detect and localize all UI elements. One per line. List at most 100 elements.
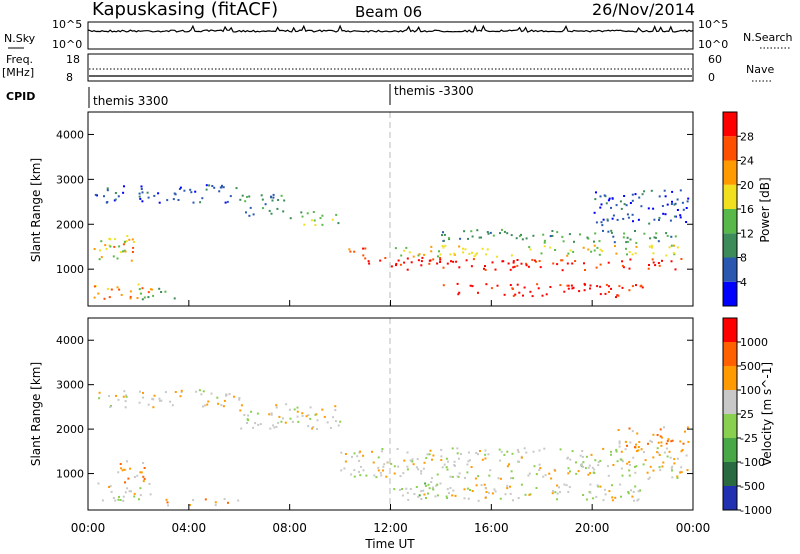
heatmap-cell [219,186,222,189]
heatmap-cell [141,287,144,290]
heatmap-cell [441,244,444,247]
heatmap-cell [563,483,566,486]
heatmap-cell [682,208,685,211]
heatmap-cell [109,485,112,488]
heatmap-cell [623,232,626,235]
heatmap-cell [632,456,635,459]
heatmap-cell [211,185,214,187]
heatmap-cell [618,285,621,288]
heatmap-cell [381,448,384,450]
heatmap-cell [106,287,109,290]
heatmap-cell [477,291,479,294]
heatmap-cell [445,457,448,460]
heatmap-cell [462,247,464,250]
heatmap-cell [509,492,512,495]
colorbar-tick-label: 25 [740,408,754,421]
heatmap-cell [296,410,299,413]
heatmap-cell [636,432,639,435]
heatmap-cell [665,232,668,235]
heatmap-cell [540,252,543,255]
heatmap-cell [635,241,638,244]
heatmap-cell [429,449,432,452]
heatmap-cell [126,460,128,463]
heatmap-cell [561,259,564,262]
heatmap-cell [167,504,170,507]
heatmap-cell [312,426,315,428]
heatmap-cell [585,455,588,458]
heatmap-cell [358,459,361,462]
heatmap-cell [593,468,596,471]
heatmap-cell [412,255,415,258]
heatmap-cell [418,253,421,256]
heatmap-cell [493,488,496,491]
heatmap-cell [305,415,308,418]
heatmap-cell [441,466,444,469]
colorbar-tick-label: -500 [740,480,765,493]
heatmap-cell [535,487,538,489]
heatmap-cell [477,453,479,456]
heatmap-cell [624,440,627,443]
heatmap-cell [516,259,519,261]
heatmap-cell [656,447,659,450]
heatmap-cell [563,290,566,293]
heatmap-cell [157,192,160,195]
heatmap-cell [641,193,644,196]
heatmap-cell [252,426,255,429]
heatmap-cell [300,211,303,214]
heatmap-cell [403,261,406,264]
heatmap-cell [607,285,610,288]
heatmap-cell [105,247,108,250]
heatmap-cell [124,250,127,253]
heatmap-cell [409,488,412,490]
heatmap-cell [648,245,651,248]
heatmap-cell [630,489,632,492]
colorbar-swatch [723,414,737,438]
heatmap-cell [139,292,142,295]
noise-right-label: N.Search [743,31,793,44]
heatmap-cell [631,199,634,202]
heatmap-cell [565,484,568,487]
heatmap-cell [500,450,503,453]
heatmap-cell [673,462,676,465]
heatmap-cell [93,285,96,288]
heatmap-cell [582,465,584,468]
heatmap-cell [399,488,401,491]
heatmap-cell [326,421,329,424]
heatmap-cell [578,290,581,293]
heatmap-cell [618,442,621,445]
heatmap-cell [607,291,610,293]
heatmap-cell [158,201,161,204]
heatmap-cell [634,485,637,488]
heatmap-cell [571,450,574,453]
heatmap-cell [466,471,469,474]
heatmap-cell [679,189,682,192]
heatmap-cell [448,492,450,495]
heatmap-cell [420,498,423,500]
heatmap-cell [210,392,213,395]
heatmap-cell [652,261,655,264]
heatmap-cell [124,400,127,403]
heatmap-cell [340,469,343,472]
heatmap-cell [620,458,623,461]
heatmap-cell [567,490,570,493]
heatmap-cell [442,266,445,269]
heatmap-cell [422,467,425,470]
heatmap-cell [178,188,181,190]
power-colorbar-label: Power [dB] [758,177,772,242]
heatmap-cell [643,451,645,454]
heatmap-cell [614,245,616,248]
heatmap-cell [139,390,141,393]
heatmap-cell [110,404,112,407]
heatmap-cell [479,450,481,452]
heatmap-cell [449,487,452,489]
heatmap-cell [523,447,526,450]
heatmap-cell [246,422,248,424]
heatmap-cell [321,408,324,411]
heatmap-cell [654,264,657,267]
heatmap-cell [428,453,431,456]
heatmap-cell [615,450,618,453]
heatmap-cell [587,248,590,251]
heatmap-cell [661,436,663,439]
heatmap-cell [143,478,146,480]
heatmap-cell [672,244,675,247]
